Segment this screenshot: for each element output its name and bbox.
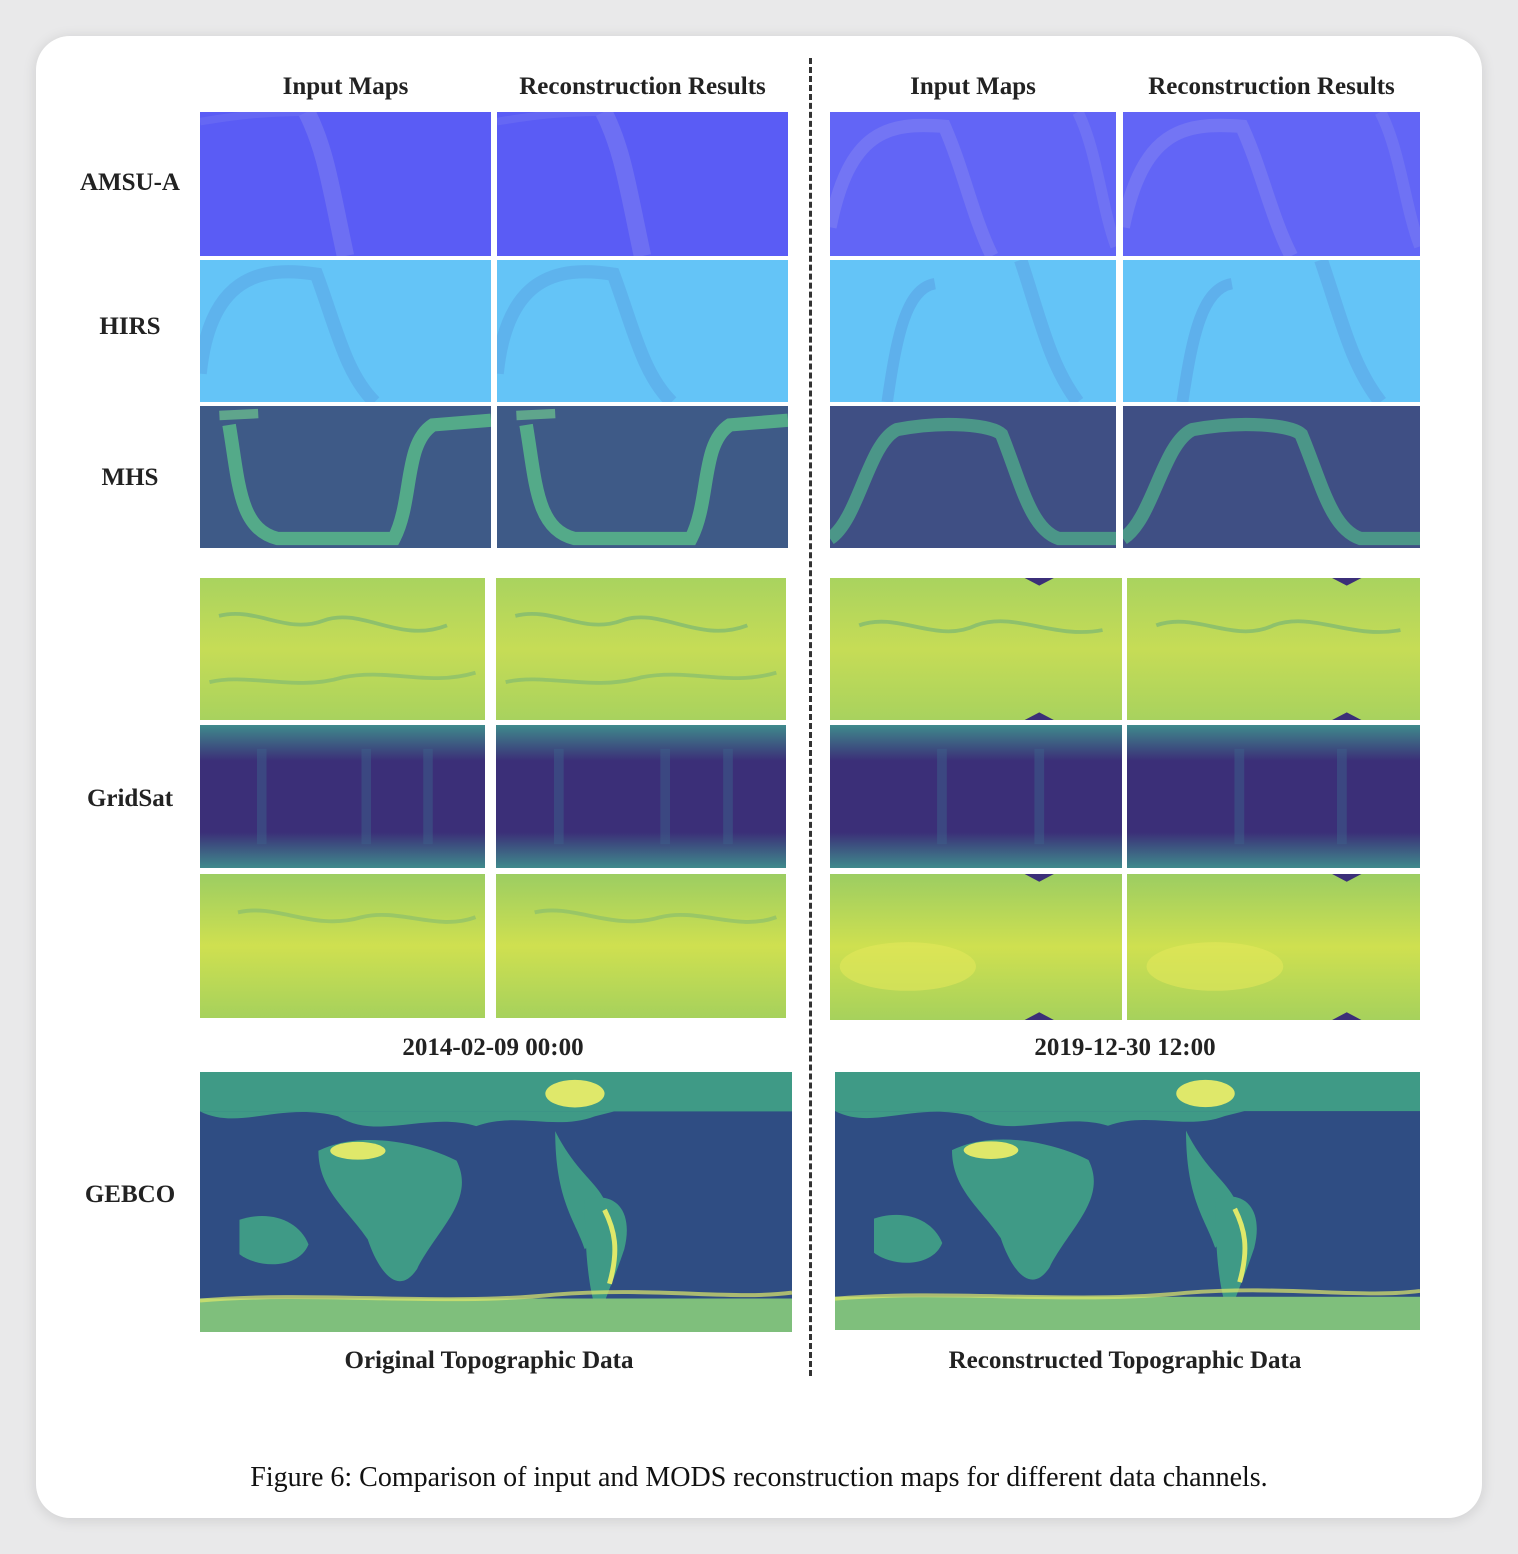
map-gebco-original [200, 1072, 792, 1332]
map-hirs-recon-right [1123, 260, 1420, 402]
map-gridsat2-input-right [830, 725, 1122, 868]
col-header-input-right: Input Maps [910, 73, 1036, 100]
map-amsu-recon-left [497, 112, 788, 256]
map-gridsat3-input-right [830, 874, 1122, 1020]
col-header-input-left: Input Maps [282, 73, 409, 100]
date-label-left: 2014-02-09 00:00 [402, 1034, 584, 1061]
map-mhs-recon-left [497, 406, 788, 548]
map-gebco-reconstructed [835, 1072, 1420, 1330]
map-gridsat3-recon-left [496, 874, 786, 1018]
map-gridsat3-input-left [200, 874, 485, 1018]
col-header-recon-right: Reconstruction Results [1148, 73, 1395, 100]
map-gridsat1-recon-right [1127, 578, 1420, 720]
map-mhs-input-left [200, 406, 491, 548]
gebco-caption-left: Original Topographic Data [344, 1347, 634, 1374]
map-gridsat2-recon-left [496, 725, 786, 868]
group-divider [809, 58, 812, 1376]
row-label-amsu: AMSU-A [80, 169, 180, 196]
row-label-gebco: GEBCO [84, 1181, 176, 1208]
row-label-hirs: HIRS [99, 313, 161, 340]
figure-caption: Figure 6: Comparison of input and MODS r… [250, 1462, 1268, 1493]
map-gridsat1-input-left [200, 578, 485, 720]
map-gridsat3-recon-right [1127, 874, 1420, 1020]
map-hirs-input-right [830, 260, 1116, 402]
gebco-caption-right: Reconstructed Topographic Data [948, 1347, 1302, 1374]
date-label-right: 2019-12-30 12:00 [1034, 1034, 1216, 1061]
map-gridsat2-recon-right [1127, 725, 1420, 868]
map-hirs-input-left [200, 260, 491, 402]
map-gridsat1-recon-left [496, 578, 786, 720]
map-amsu-input-left [200, 112, 491, 256]
map-hirs-recon-left [497, 260, 788, 402]
row-label-gridsat: GridSat [86, 785, 174, 812]
col-header-recon-left: Reconstruction Results [519, 73, 766, 100]
map-mhs-input-right [830, 406, 1116, 548]
map-amsu-input-right [830, 112, 1116, 256]
map-gridsat1-input-right [830, 578, 1122, 720]
map-gridsat2-input-left [200, 725, 485, 868]
row-label-mhs: MHS [101, 464, 159, 491]
map-mhs-recon-right [1123, 406, 1420, 548]
map-amsu-recon-right [1123, 112, 1420, 256]
